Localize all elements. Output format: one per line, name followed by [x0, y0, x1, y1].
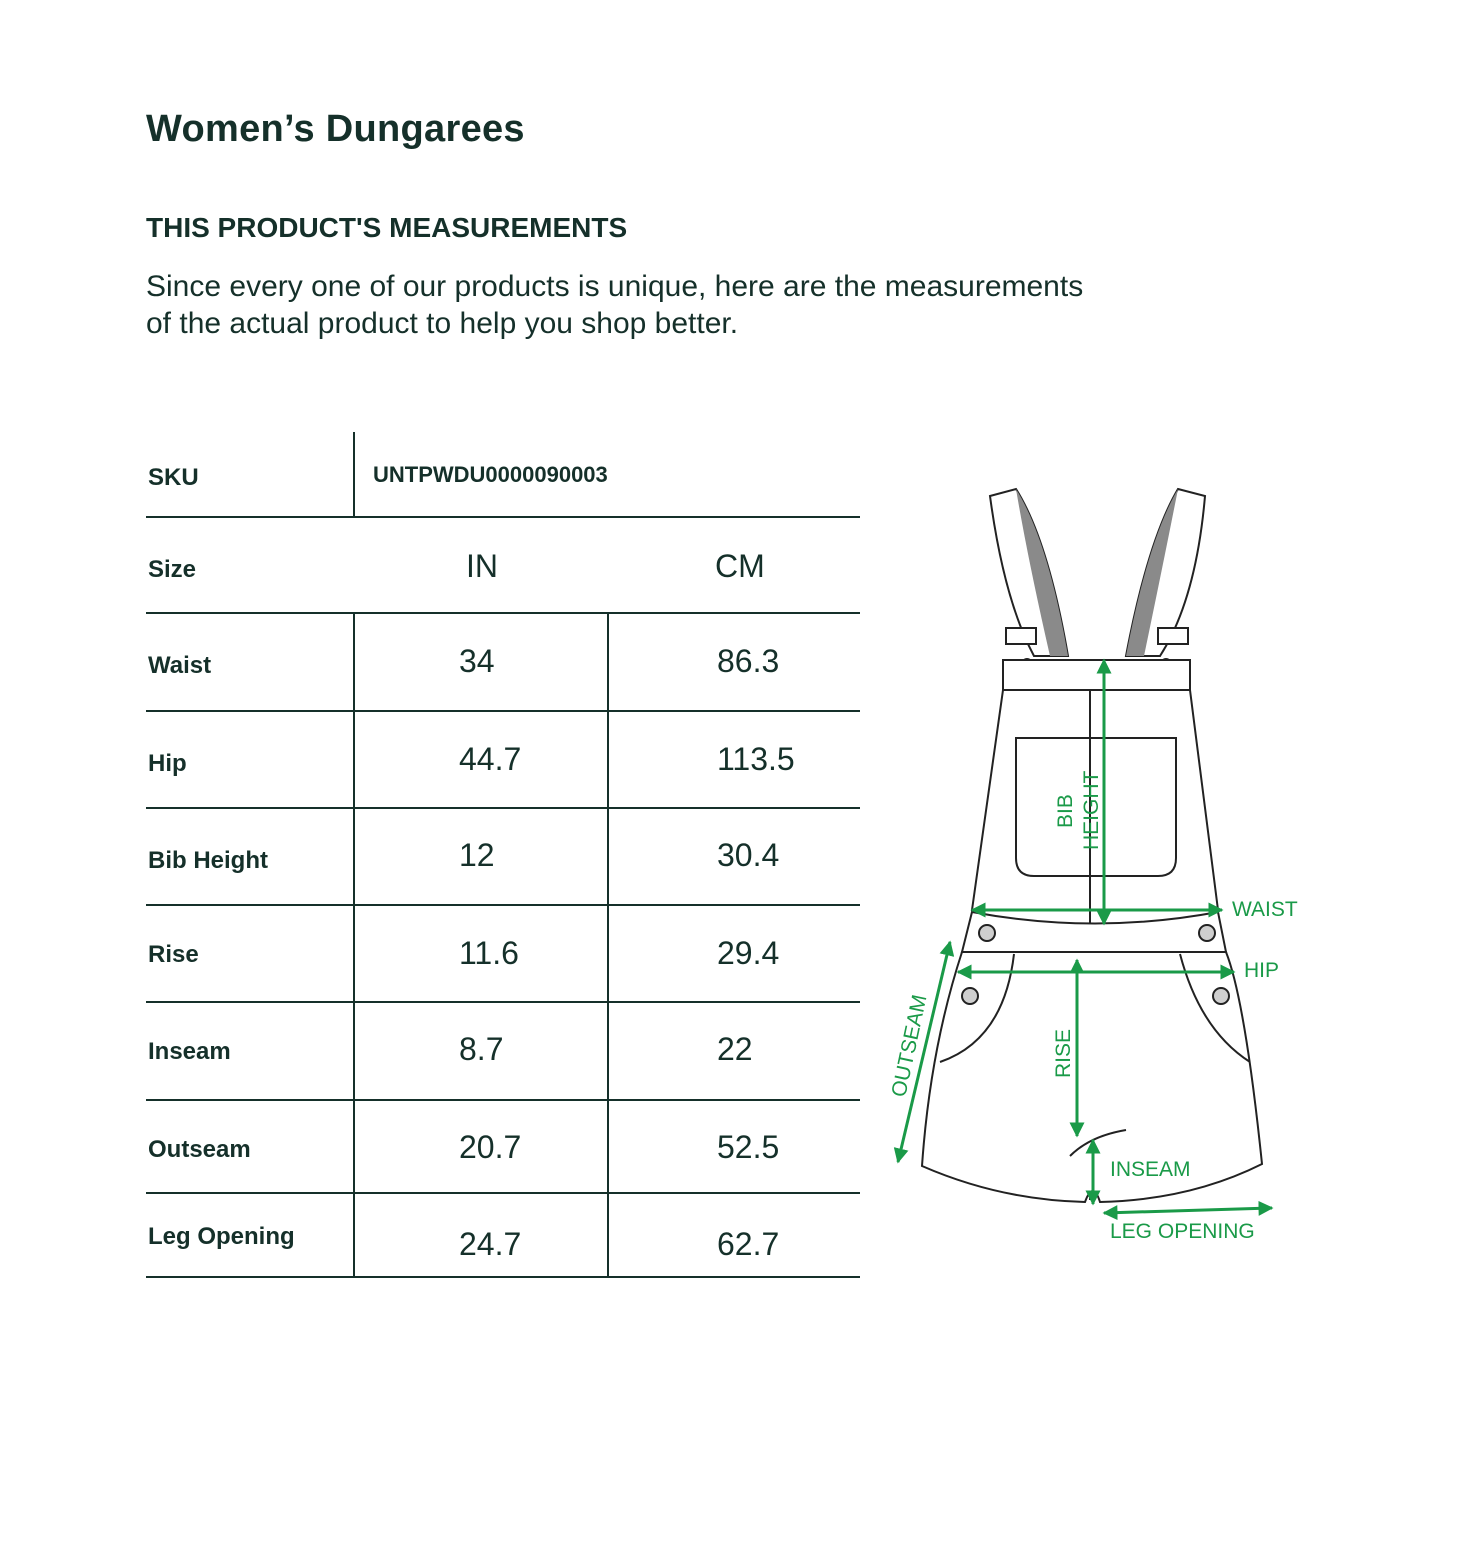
sku-value: UNTPWDU0000090003 [373, 462, 608, 487]
outseam-cm-value: 52.5 [717, 1129, 780, 1165]
inseam-cm-value: 22 [717, 1031, 753, 1067]
row-label-outseam: Outseam [148, 1136, 251, 1163]
row-label-leg-opening: Leg Opening [148, 1223, 295, 1250]
hip-button-right [1212, 987, 1230, 1005]
row-divider [146, 1099, 860, 1101]
left-strap-inner [1016, 489, 1068, 656]
column-header-in: IN [466, 548, 498, 584]
measurement-arrows [893, 658, 1274, 1221]
page-title: Women’s Dungarees [146, 108, 525, 150]
waist-in-value: 34 [459, 643, 495, 679]
sku-divider [353, 432, 355, 516]
outseam-in-value: 20.7 [459, 1129, 522, 1165]
row-label-hip: Hip [148, 750, 187, 777]
description-line-2: of the actual product to help you shop b… [146, 307, 739, 340]
waist-label: WAIST [1232, 898, 1298, 921]
garment-outline [920, 487, 1264, 1204]
left-buckle [1005, 627, 1037, 645]
sku-label: SKU [148, 464, 199, 491]
outseam-arrow [893, 940, 955, 1164]
row-label-waist: Waist [148, 652, 212, 679]
bib-height-cm-value: 30.4 [717, 837, 780, 873]
bib-height-label-line2: HEIGHT [1080, 770, 1103, 850]
row-label-rise: Rise [148, 941, 199, 968]
section-heading: THIS PRODUCT'S MEASUREMENTS [146, 212, 628, 243]
row-divider [146, 1276, 860, 1278]
dungarees-diagram: BIB HEIGHT WAIST HIP OUTSEAM RISE INSEAM… [887, 487, 1298, 1243]
waist-button-right [1198, 924, 1216, 942]
bib-height-label-line1: BIB [1054, 794, 1077, 828]
bib-height-in-value: 12 [459, 837, 495, 873]
leg-opening-arrow [1102, 1200, 1274, 1221]
bib-pocket [1015, 737, 1177, 877]
row-label-inseam: Inseam [148, 1038, 231, 1065]
hip-cm-value: 113.5 [717, 741, 795, 777]
description-line-1: Since every one of our products is uniqu… [146, 270, 1084, 303]
hip-label: HIP [1244, 959, 1279, 982]
row-divider [146, 612, 860, 614]
row-divider [146, 516, 860, 518]
rise-label: RISE [1052, 1029, 1075, 1078]
row-label-bib-height: Bib Height [148, 847, 268, 874]
rise-in-value: 11.6 [459, 935, 519, 971]
column-header-cm: CM [715, 548, 765, 584]
hip-button-left [961, 987, 979, 1005]
waistband [960, 910, 1228, 953]
rise-cm-value: 29.4 [717, 935, 780, 971]
description: Since every one of our products is uniqu… [146, 268, 1286, 342]
row-divider [146, 1192, 860, 1194]
leg-opening-label: LEG OPENING [1110, 1220, 1255, 1243]
row-divider [146, 807, 860, 809]
row-divider [146, 904, 860, 906]
column-divider [353, 612, 355, 1278]
row-divider [146, 710, 860, 712]
inseam-in-value: 8.7 [459, 1031, 504, 1067]
leg-opening-cm-value: 62.7 [717, 1226, 780, 1262]
hip-in-value: 44.7 [459, 741, 522, 777]
waist-cm-value: 86.3 [717, 643, 780, 679]
right-strap-inner [1126, 489, 1178, 656]
right-buckle [1157, 627, 1189, 645]
inseam-label: INSEAM [1110, 1158, 1191, 1181]
size-label: Size [148, 556, 197, 583]
row-divider [146, 1001, 860, 1003]
column-divider [607, 612, 609, 1278]
waist-button-left [978, 924, 996, 942]
measurements-table: SKU UNTPWDU0000090003 Size IN CM Waist 3… [146, 432, 860, 1278]
leg-opening-in-value: 24.7 [459, 1226, 522, 1262]
